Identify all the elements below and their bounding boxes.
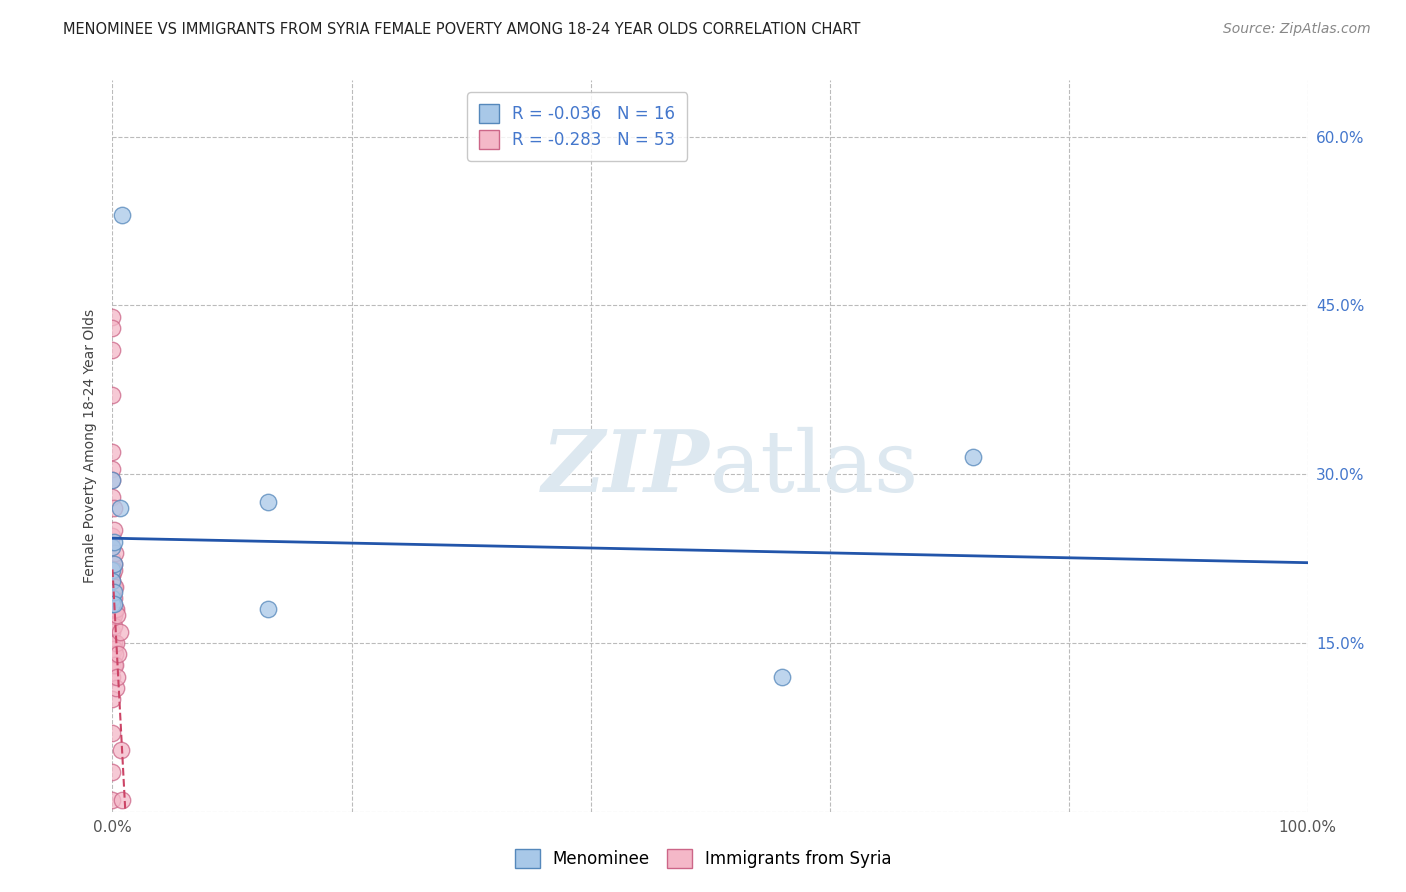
Point <box>105 681 128 695</box>
Point <box>962 450 984 465</box>
Point <box>101 574 124 588</box>
Point <box>101 692 124 706</box>
Point <box>101 529 124 543</box>
Point <box>103 658 125 673</box>
Point <box>103 500 125 515</box>
Point <box>101 541 124 555</box>
Point <box>101 461 124 475</box>
Point <box>101 473 124 487</box>
Point <box>103 585 125 599</box>
Point <box>103 641 125 656</box>
Point <box>103 580 125 594</box>
Y-axis label: Female Poverty Among 18-24 Year Olds: Female Poverty Among 18-24 Year Olds <box>83 309 97 583</box>
Point <box>103 557 125 571</box>
Point <box>101 444 124 458</box>
Point <box>103 597 125 611</box>
Point <box>103 563 125 577</box>
Point <box>257 495 280 509</box>
Point <box>101 591 124 605</box>
Point <box>107 647 129 661</box>
Point <box>103 524 125 538</box>
Text: MENOMINEE VS IMMIGRANTS FROM SYRIA FEMALE POVERTY AMONG 18-24 YEAR OLDS CORRELAT: MENOMINEE VS IMMIGRANTS FROM SYRIA FEMAL… <box>63 22 860 37</box>
Point <box>108 500 131 515</box>
Text: Source: ZipAtlas.com: Source: ZipAtlas.com <box>1223 22 1371 37</box>
Point <box>101 574 124 588</box>
Point <box>104 602 127 616</box>
Point <box>105 602 128 616</box>
Point <box>101 658 124 673</box>
Point <box>101 568 124 582</box>
Point <box>101 557 124 571</box>
Point <box>101 551 124 566</box>
Point <box>103 636 125 650</box>
Point <box>101 726 124 740</box>
Point <box>105 670 128 684</box>
Point <box>101 591 124 605</box>
Point <box>104 658 127 673</box>
Point <box>101 765 124 780</box>
Point <box>101 490 124 504</box>
Point <box>101 563 124 577</box>
Point <box>101 568 124 582</box>
Point <box>104 546 127 560</box>
Point <box>103 534 125 549</box>
Point <box>111 793 134 807</box>
Point <box>101 321 124 335</box>
Point <box>257 602 280 616</box>
Point <box>101 624 124 639</box>
Point <box>108 624 131 639</box>
Point <box>101 597 124 611</box>
Text: ZIP: ZIP <box>543 426 710 509</box>
Point <box>101 388 124 402</box>
Point <box>101 607 124 622</box>
Point <box>105 636 128 650</box>
Point <box>101 793 124 807</box>
Point <box>101 597 124 611</box>
Point <box>110 743 132 757</box>
Point <box>103 619 125 633</box>
Point <box>101 670 124 684</box>
Point <box>103 607 125 622</box>
Point <box>101 636 124 650</box>
Point <box>101 473 124 487</box>
Point <box>101 310 124 324</box>
Point <box>101 541 124 555</box>
Point <box>103 591 125 605</box>
Point <box>105 607 128 622</box>
Point <box>770 670 793 684</box>
Point <box>103 557 125 571</box>
Point <box>101 607 124 622</box>
Point <box>104 647 127 661</box>
Point <box>101 343 124 358</box>
Legend: R = -0.036   N = 16, R = -0.283   N = 53: R = -0.036 N = 16, R = -0.283 N = 53 <box>467 92 688 161</box>
Point <box>104 580 127 594</box>
Legend: Menominee, Immigrants from Syria: Menominee, Immigrants from Syria <box>508 843 898 875</box>
Point <box>101 647 124 661</box>
Text: atlas: atlas <box>710 426 920 509</box>
Point <box>111 208 134 222</box>
